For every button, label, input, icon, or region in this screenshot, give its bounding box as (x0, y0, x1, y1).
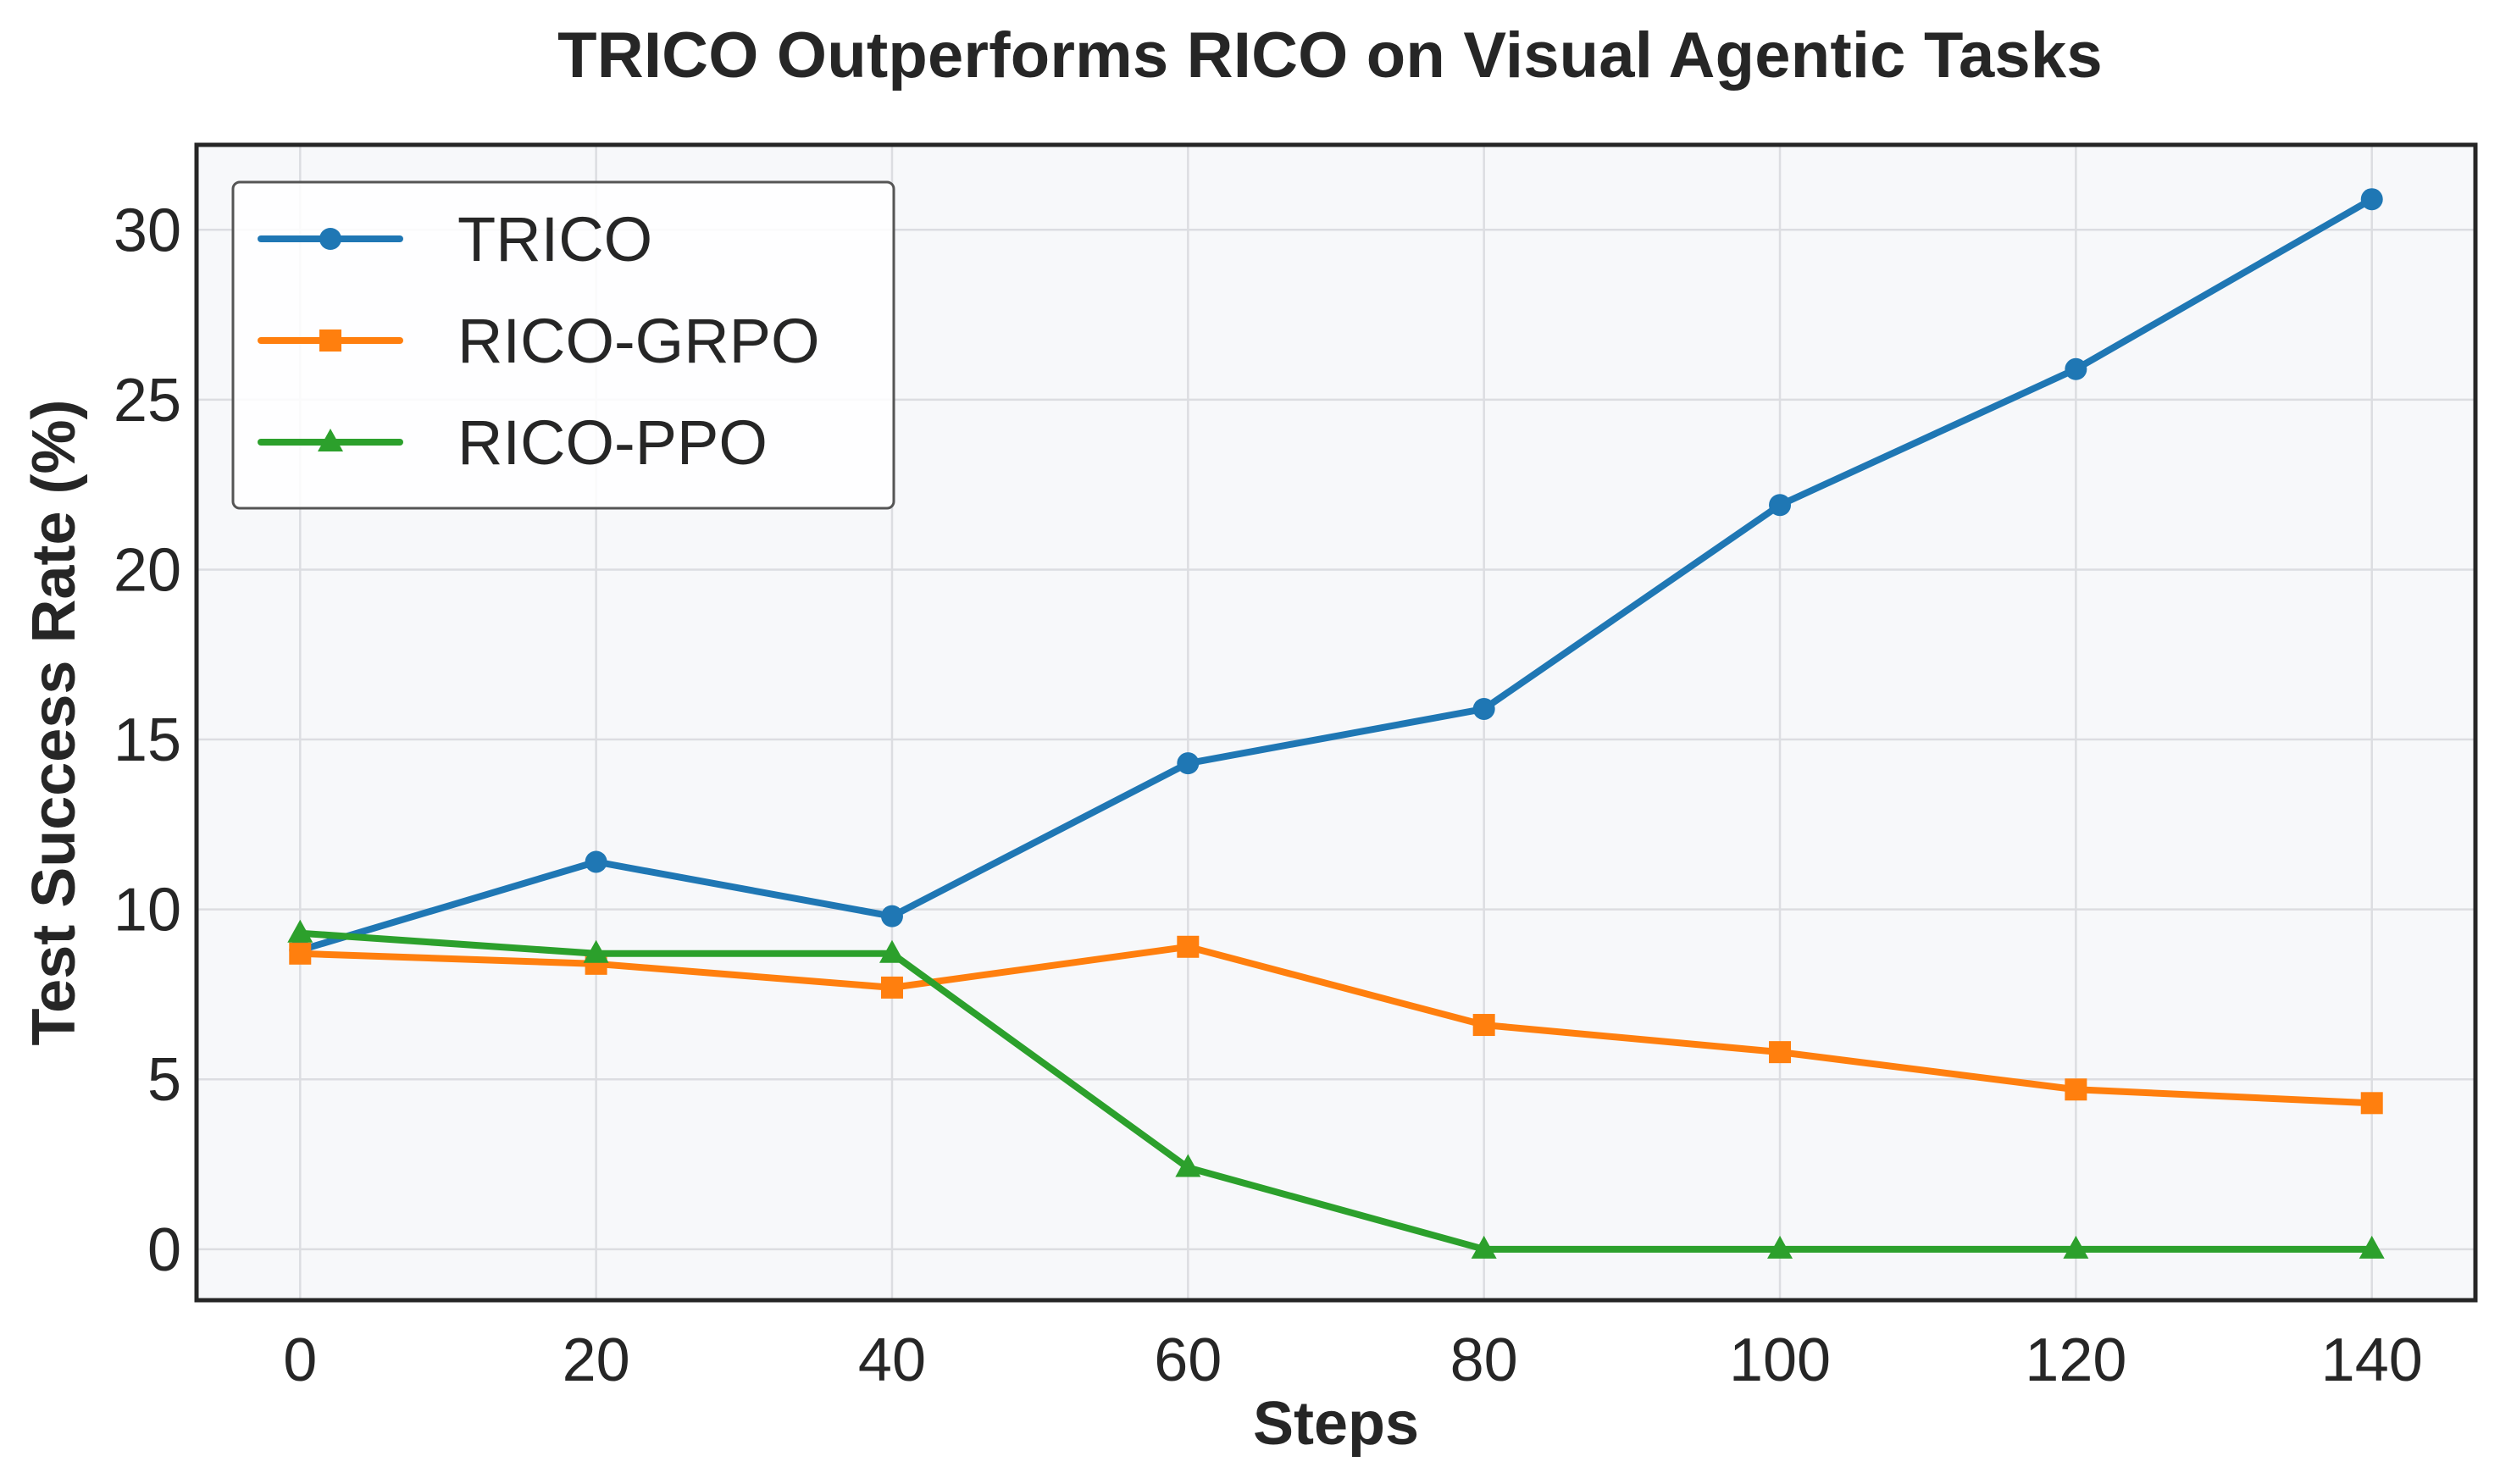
legend-label: TRICO (457, 204, 652, 274)
data-point (2359, 1235, 2385, 1259)
legend-label: RICO-PPO (457, 407, 768, 478)
y-tick-label: 20 (114, 536, 181, 604)
x-tick-label: 80 (1450, 1326, 1518, 1394)
y-tick-label: 25 (114, 367, 181, 435)
series-rico-grpo (289, 935, 2383, 1115)
data-point (2360, 188, 2383, 211)
y-axis-ticks: 0 5 10 15 20 25 30 (114, 197, 181, 1284)
data-point (1177, 935, 1200, 958)
data-point (1472, 697, 1495, 720)
data-point (1175, 1154, 1201, 1177)
y-tick-label: 10 (114, 877, 181, 944)
x-tick-label: 100 (1729, 1326, 1831, 1394)
data-point (1472, 1014, 1495, 1037)
x-tick-label: 0 (283, 1326, 317, 1394)
data-point (1769, 494, 1792, 517)
chart-title: TRICO Outperforms RICO on Visual Agentic… (557, 19, 2103, 91)
legend-swatch-marker (318, 429, 343, 451)
x-axis-ticks: 0 20 40 60 80 100 120 140 (283, 1326, 2423, 1394)
data-point (2065, 357, 2087, 380)
legend-swatch-marker (319, 329, 341, 352)
legend-box (231, 180, 895, 510)
data-point (1767, 1235, 1793, 1259)
y-tick-label: 15 (114, 706, 181, 774)
series-line (297, 196, 2375, 954)
data-point (880, 976, 903, 999)
x-tick-label: 20 (563, 1326, 630, 1394)
data-point (585, 850, 607, 873)
data-point (2065, 1078, 2087, 1101)
series-line (297, 929, 2375, 1253)
legend-item: RICO-GRPO (258, 306, 820, 376)
x-tick-label: 120 (2025, 1326, 2126, 1394)
legend-swatch-marker (319, 228, 341, 250)
y-tick-label: 5 (147, 1046, 181, 1114)
x-tick-label: 140 (2321, 1326, 2423, 1394)
data-point (880, 905, 903, 928)
series-line (297, 943, 2375, 1107)
data-point (2063, 1235, 2089, 1259)
y-tick-label: 30 (114, 197, 181, 264)
data-point (583, 939, 609, 963)
legend-label: RICO-GRPO (457, 306, 820, 376)
x-tick-label: 40 (858, 1326, 926, 1394)
y-axis-title: Test Success Rate (%) (20, 400, 88, 1046)
plot-frame (194, 142, 2478, 1303)
legend-item: TRICO (258, 204, 652, 274)
y-tick-label: 0 (147, 1216, 181, 1284)
data-point (287, 919, 313, 943)
series-layer (287, 188, 2385, 1259)
data-point (879, 939, 905, 963)
legend: TRICO RICO-GRPO RICO-PPO (231, 180, 895, 510)
x-axis-title: Steps (1253, 1390, 1419, 1458)
legend-item: RICO-PPO (258, 407, 768, 478)
data-point (1471, 1235, 1497, 1259)
data-point (2360, 1092, 2383, 1115)
data-point (1177, 752, 1200, 775)
x-tick-label: 60 (1154, 1326, 1222, 1394)
data-point (1769, 1041, 1792, 1064)
data-point (289, 942, 312, 965)
series-rico-ppo (287, 919, 2385, 1259)
